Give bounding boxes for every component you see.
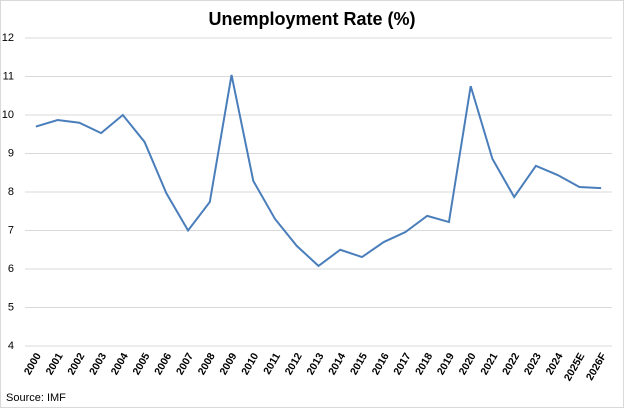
y-tick-label: 8 [8, 186, 14, 198]
y-tick-label: 9 [8, 147, 14, 159]
y-tick-label: 7 [8, 224, 14, 236]
y-tick-label: 4 [8, 340, 14, 352]
y-tick-label: 5 [8, 301, 14, 313]
y-tick-label: 11 [3, 70, 14, 82]
y-tick-label: 6 [8, 263, 14, 275]
source-note: Source: IMF [6, 392, 66, 404]
y-tick-label: 10 [2, 109, 14, 121]
chart-title: Unemployment Rate (%) [208, 9, 415, 29]
y-tick-label: 12 [2, 32, 14, 44]
line-series [35, 74, 602, 268]
